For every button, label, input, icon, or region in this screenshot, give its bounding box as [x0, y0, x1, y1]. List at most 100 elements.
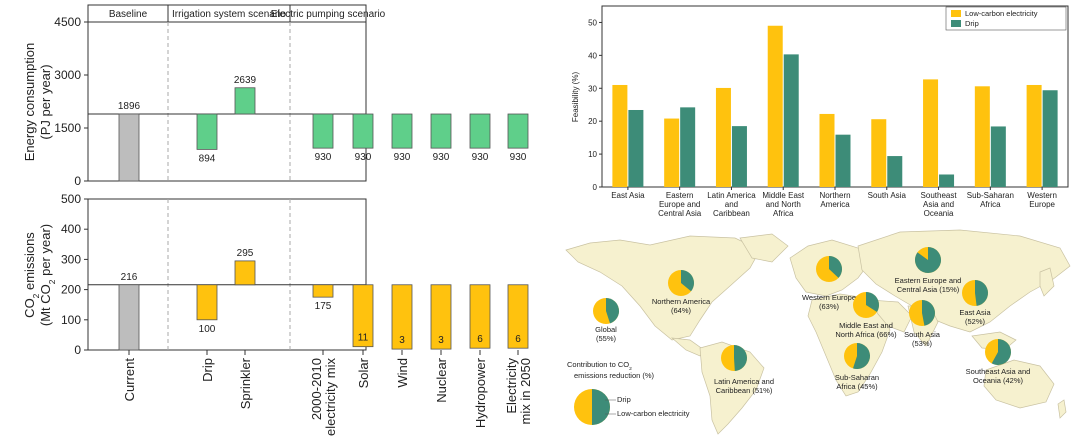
category-label: Sprinkler — [238, 357, 253, 409]
region-pie-label: Middle East and — [839, 321, 893, 330]
map-legend-title: Contribution to CO2 — [567, 360, 632, 372]
co2-bar — [391, 284, 413, 350]
legend-label-low-carbon: Low-carbon electricity — [965, 9, 1038, 18]
category-label-group: Sprinkler — [238, 357, 253, 409]
energy-data-label: 930 — [394, 152, 411, 163]
region-pie-label: South Asia — [904, 330, 941, 339]
pie-slice-drip — [734, 345, 747, 371]
region-pie — [853, 292, 879, 318]
category-label-group: Current — [122, 358, 137, 402]
map-landmass — [670, 337, 705, 357]
feasibility-ytick-label: 20 — [588, 117, 597, 126]
pie-slice-drip — [866, 292, 879, 312]
energy-ytick-label: 1500 — [54, 121, 81, 135]
feasibility-legend-box — [945, 6, 1067, 31]
region-pie-label: North Africa (66%) — [835, 330, 897, 339]
region-pie-label: (55%) — [596, 334, 617, 343]
feasibility-bar-drip — [783, 54, 799, 188]
map-legend-pie — [574, 389, 610, 425]
feasibility-bar-low-carbon — [871, 119, 887, 187]
map-landmass — [869, 299, 913, 333]
feasibility-bar-low-carbon — [612, 84, 628, 187]
feasibility-ytick-label: 40 — [588, 51, 597, 60]
co2-bar — [469, 284, 491, 349]
pie-slice-drip — [606, 298, 620, 324]
energy-ylabel-group: Energy consumption (PJ per year) — [22, 43, 53, 162]
co2-data-label: 11 — [358, 333, 369, 344]
region-pie-label: Sub-Saharan — [835, 373, 879, 382]
energy-data-label: 930 — [472, 152, 489, 163]
category-label: Nuclear — [434, 357, 449, 402]
feasibility-category-label: Africa — [773, 209, 794, 218]
feasibility-bar-drip — [939, 174, 955, 187]
feasibility-category-label: and — [725, 200, 738, 209]
co2-ytick-label: 500 — [61, 192, 81, 206]
map-landmass — [565, 235, 761, 341]
co2-data-label: 3 — [438, 335, 444, 346]
feasibility-ytick-label: 10 — [588, 150, 597, 159]
feasibility-bar-drip — [680, 107, 696, 187]
feasibility-category-label: Oceania — [924, 209, 954, 218]
co2-data-label: 6 — [477, 334, 483, 345]
category-label-group: Hydropower — [473, 357, 488, 428]
pie-slice-drip — [991, 339, 1011, 365]
map-legend-title: emissions reduction (%) — [574, 371, 655, 380]
feasibility-bar-low-carbon — [1026, 84, 1042, 187]
feasibility-category-label: Western — [1027, 191, 1057, 200]
pie-slice-drip — [829, 256, 842, 278]
pie-slice-drip — [681, 270, 695, 292]
feasibility-category-label: Caribbean — [713, 209, 750, 218]
region-pie-label: (53%) — [912, 339, 933, 348]
co2-ytick-label: 200 — [61, 283, 81, 297]
region-pie-label: Northern America — [652, 297, 711, 306]
feasibility-ytick-label: 50 — [588, 18, 597, 27]
map-landmass — [1057, 399, 1067, 419]
co2-bar — [118, 284, 140, 351]
energy-data-label: 930 — [315, 152, 332, 163]
map-legend-label-drip: Drip — [617, 395, 631, 404]
category-label: Electricity — [504, 358, 519, 414]
category-label: Wind — [395, 358, 410, 388]
feasibility-bar-low-carbon — [974, 86, 990, 187]
map-landmass — [699, 341, 765, 435]
energy-bar — [352, 113, 374, 149]
region-pie — [721, 345, 747, 371]
pie-slice-drip — [922, 300, 936, 326]
feasibility-ylabel-group: Feasibility (%) — [571, 72, 580, 123]
region-pie-label: (52%) — [965, 317, 986, 326]
feasibility-category-label: Asia and — [923, 200, 954, 209]
co2-data-label: 6 — [515, 334, 521, 345]
energy-data-label: 930 — [510, 152, 527, 163]
co2-data-label: 295 — [237, 248, 254, 259]
category-label: Current — [122, 358, 137, 402]
energy-bar — [430, 113, 452, 149]
feasibility-bar-drip — [887, 156, 903, 187]
category-label: Solar — [356, 357, 371, 388]
category-label-group: 2000-2010 electricity mix — [309, 358, 338, 437]
region-pie-label: (63%) — [819, 302, 840, 311]
feasibility-ytick-label: 30 — [588, 84, 597, 93]
category-label: 2000-2010 — [309, 358, 324, 420]
energy-ytick-label: 0 — [74, 174, 81, 188]
energy-data-label: 930 — [355, 152, 372, 163]
pie-slice-drip — [592, 389, 610, 425]
co2-bar — [196, 284, 218, 321]
feasibility-bar-low-carbon — [819, 113, 835, 187]
region-pie — [962, 280, 989, 306]
energy-bar — [312, 113, 334, 149]
co2-ylabel: CO2 emissions — [22, 232, 41, 318]
scenario-header-label: Irrigation system scenario — [172, 9, 286, 20]
region-pie-label: Eastern Europe and — [895, 276, 962, 285]
co2-ytick-label: 300 — [61, 252, 81, 266]
legend-swatch-drip — [951, 20, 961, 27]
co2-data-label: 3 — [399, 335, 405, 346]
region-pie-label: Latin America and — [714, 377, 774, 386]
region-pie-label: Western Europe — [802, 293, 856, 302]
co2-ytick-label: 100 — [61, 313, 81, 327]
region-pie — [985, 339, 1011, 365]
energy-bar — [507, 113, 529, 149]
feasibility-category-label: Europe — [1029, 200, 1055, 209]
feasibility-plot-frame — [601, 5, 1069, 188]
map-landmass — [1039, 267, 1055, 297]
